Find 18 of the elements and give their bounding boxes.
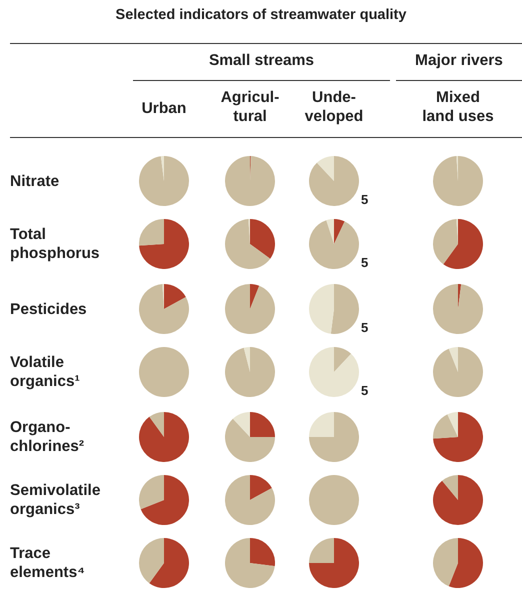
text: Selected indicators of streamwater quality: [114, 7, 408, 23]
text: Urban: [140, 99, 188, 118]
text: 5: [361, 383, 368, 398]
text: Semivolatile organics³: [10, 481, 102, 519]
text: Small streams: [208, 52, 316, 70]
text: Volatile organics¹: [10, 353, 81, 391]
text: Agricul- tural: [220, 88, 280, 126]
text: 5: [361, 320, 368, 335]
text: Organo- chlorines²: [10, 418, 86, 456]
text: Total phosphorus: [10, 225, 101, 263]
text: Mixed land uses: [421, 88, 495, 126]
text: 5: [361, 192, 368, 207]
text: 5: [361, 255, 368, 270]
text: Pesticides: [10, 300, 88, 318]
text: Trace elements⁴: [10, 544, 86, 582]
text: Major rivers: [414, 52, 504, 70]
text: Nitrate: [10, 172, 60, 190]
text: Unde- veloped: [304, 88, 364, 126]
